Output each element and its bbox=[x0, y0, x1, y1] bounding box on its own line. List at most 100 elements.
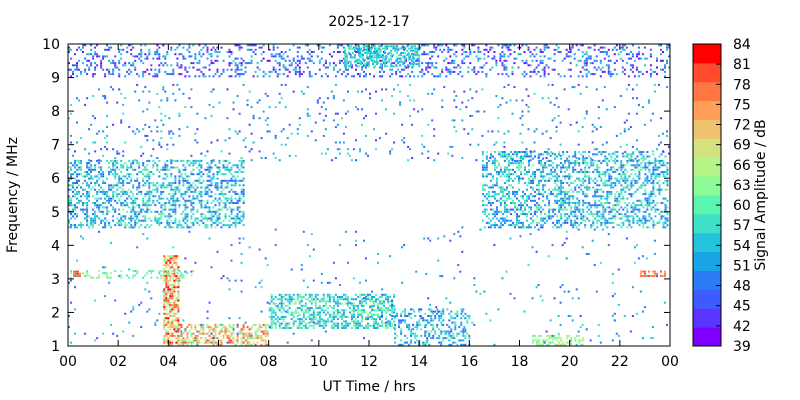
heatmap-cell bbox=[164, 186, 167, 189]
heatmap-cell bbox=[124, 226, 127, 229]
heatmap-cell bbox=[120, 164, 123, 167]
heatmap-cell bbox=[320, 57, 323, 60]
heatmap-cell bbox=[596, 164, 599, 167]
heatmap-cell bbox=[653, 90, 656, 93]
heatmap-cell bbox=[276, 46, 279, 49]
heatmap-cell bbox=[630, 157, 633, 160]
heatmap-cell bbox=[190, 55, 193, 58]
heatmap-cell bbox=[365, 152, 367, 155]
heatmap-cell bbox=[580, 188, 583, 191]
heatmap-cell bbox=[457, 64, 460, 67]
heatmap-cell bbox=[532, 199, 534, 202]
heatmap-cell bbox=[604, 159, 607, 162]
heatmap-cell bbox=[485, 208, 488, 211]
heatmap-cell bbox=[364, 63, 366, 66]
heatmap-cell bbox=[599, 68, 602, 71]
heatmap-cell bbox=[198, 51, 201, 53]
heatmap-cell bbox=[553, 68, 556, 71]
heatmap-cell bbox=[612, 182, 615, 184]
heatmap-cell bbox=[222, 219, 225, 222]
heatmap-cell bbox=[178, 219, 181, 222]
heatmap-cell bbox=[616, 202, 619, 204]
heatmap-cell bbox=[626, 162, 629, 165]
heatmap-cell bbox=[378, 47, 380, 50]
heatmap-cell bbox=[536, 184, 539, 187]
heatmap-cell bbox=[660, 117, 662, 120]
heatmap-cell bbox=[194, 334, 197, 337]
heatmap-cell bbox=[374, 60, 376, 63]
heatmap-cell bbox=[582, 210, 585, 213]
heatmap-cell bbox=[557, 114, 560, 117]
heatmap-cell bbox=[409, 83, 412, 86]
heatmap-cell bbox=[238, 195, 241, 198]
heatmap-cell bbox=[646, 226, 649, 229]
heatmap-cell bbox=[198, 162, 201, 165]
heatmap-cell bbox=[108, 195, 111, 198]
heatmap-cell bbox=[366, 60, 368, 63]
heatmap-cell bbox=[668, 55, 670, 58]
heatmap-cell bbox=[200, 215, 203, 218]
heatmap-cell bbox=[226, 179, 229, 182]
heatmap-cell bbox=[608, 175, 611, 178]
heatmap-cell bbox=[210, 159, 213, 162]
heatmap-cell bbox=[266, 123, 269, 126]
heatmap-cell bbox=[163, 303, 166, 306]
heatmap-cell bbox=[461, 48, 464, 51]
heatmap-cell bbox=[582, 182, 585, 184]
heatmap-cell bbox=[598, 151, 601, 153]
heatmap-cell bbox=[163, 334, 166, 337]
heatmap-cell bbox=[596, 171, 599, 173]
heatmap-cell bbox=[660, 202, 663, 204]
heatmap-cell bbox=[260, 59, 263, 62]
heatmap-cell bbox=[506, 215, 508, 218]
heatmap-cell bbox=[132, 208, 135, 211]
heatmap-cell bbox=[278, 159, 281, 162]
heatmap-cell bbox=[264, 323, 267, 326]
heatmap-cell bbox=[497, 210, 500, 213]
heatmap-cell bbox=[160, 221, 163, 224]
heatmap-cell bbox=[585, 62, 588, 65]
heatmap-cell bbox=[397, 62, 400, 65]
heatmap-cell bbox=[520, 155, 522, 158]
heatmap-cell bbox=[74, 208, 76, 211]
heatmap-cell bbox=[158, 197, 161, 200]
heatmap-cell bbox=[390, 58, 393, 61]
heatmap-cell bbox=[467, 70, 470, 73]
heatmap-cell bbox=[180, 334, 183, 337]
heatmap-cell bbox=[652, 206, 655, 209]
heatmap-cell bbox=[130, 162, 133, 165]
heatmap-cell bbox=[609, 75, 612, 78]
heatmap-cell bbox=[620, 173, 623, 176]
heatmap-cell bbox=[202, 73, 205, 76]
heatmap-cell bbox=[526, 153, 528, 156]
heatmap-cell bbox=[566, 175, 569, 178]
heatmap-cell bbox=[222, 59, 225, 62]
heatmap-cell bbox=[386, 45, 389, 48]
heatmap-cell bbox=[138, 53, 141, 56]
heatmap-cell bbox=[350, 159, 353, 162]
heatmap-cell bbox=[626, 171, 629, 173]
heatmap-cell bbox=[278, 68, 281, 71]
heatmap-cell bbox=[636, 204, 639, 207]
heatmap-cell bbox=[449, 48, 452, 51]
heatmap-cell bbox=[481, 151, 484, 153]
heatmap-cell bbox=[658, 143, 660, 146]
heatmap-cell bbox=[554, 179, 557, 182]
heatmap-cell bbox=[96, 64, 99, 67]
heatmap-cell bbox=[218, 213, 221, 216]
heatmap-cell bbox=[88, 190, 91, 193]
heatmap-cell bbox=[152, 148, 155, 151]
heatmap-cell bbox=[593, 44, 596, 47]
heatmap-cell bbox=[148, 175, 151, 178]
heatmap-cell bbox=[520, 164, 522, 167]
heatmap-cell bbox=[164, 166, 167, 169]
heatmap-cell bbox=[614, 168, 617, 171]
heatmap-cell bbox=[570, 210, 573, 213]
heatmap-cell bbox=[230, 199, 233, 202]
heatmap-cell bbox=[76, 215, 78, 218]
heatmap-cell bbox=[162, 190, 165, 193]
heatmap-cell bbox=[506, 179, 508, 182]
heatmap-cell bbox=[94, 175, 97, 178]
heatmap-cell bbox=[414, 49, 417, 52]
heatmap-cell bbox=[106, 208, 109, 211]
